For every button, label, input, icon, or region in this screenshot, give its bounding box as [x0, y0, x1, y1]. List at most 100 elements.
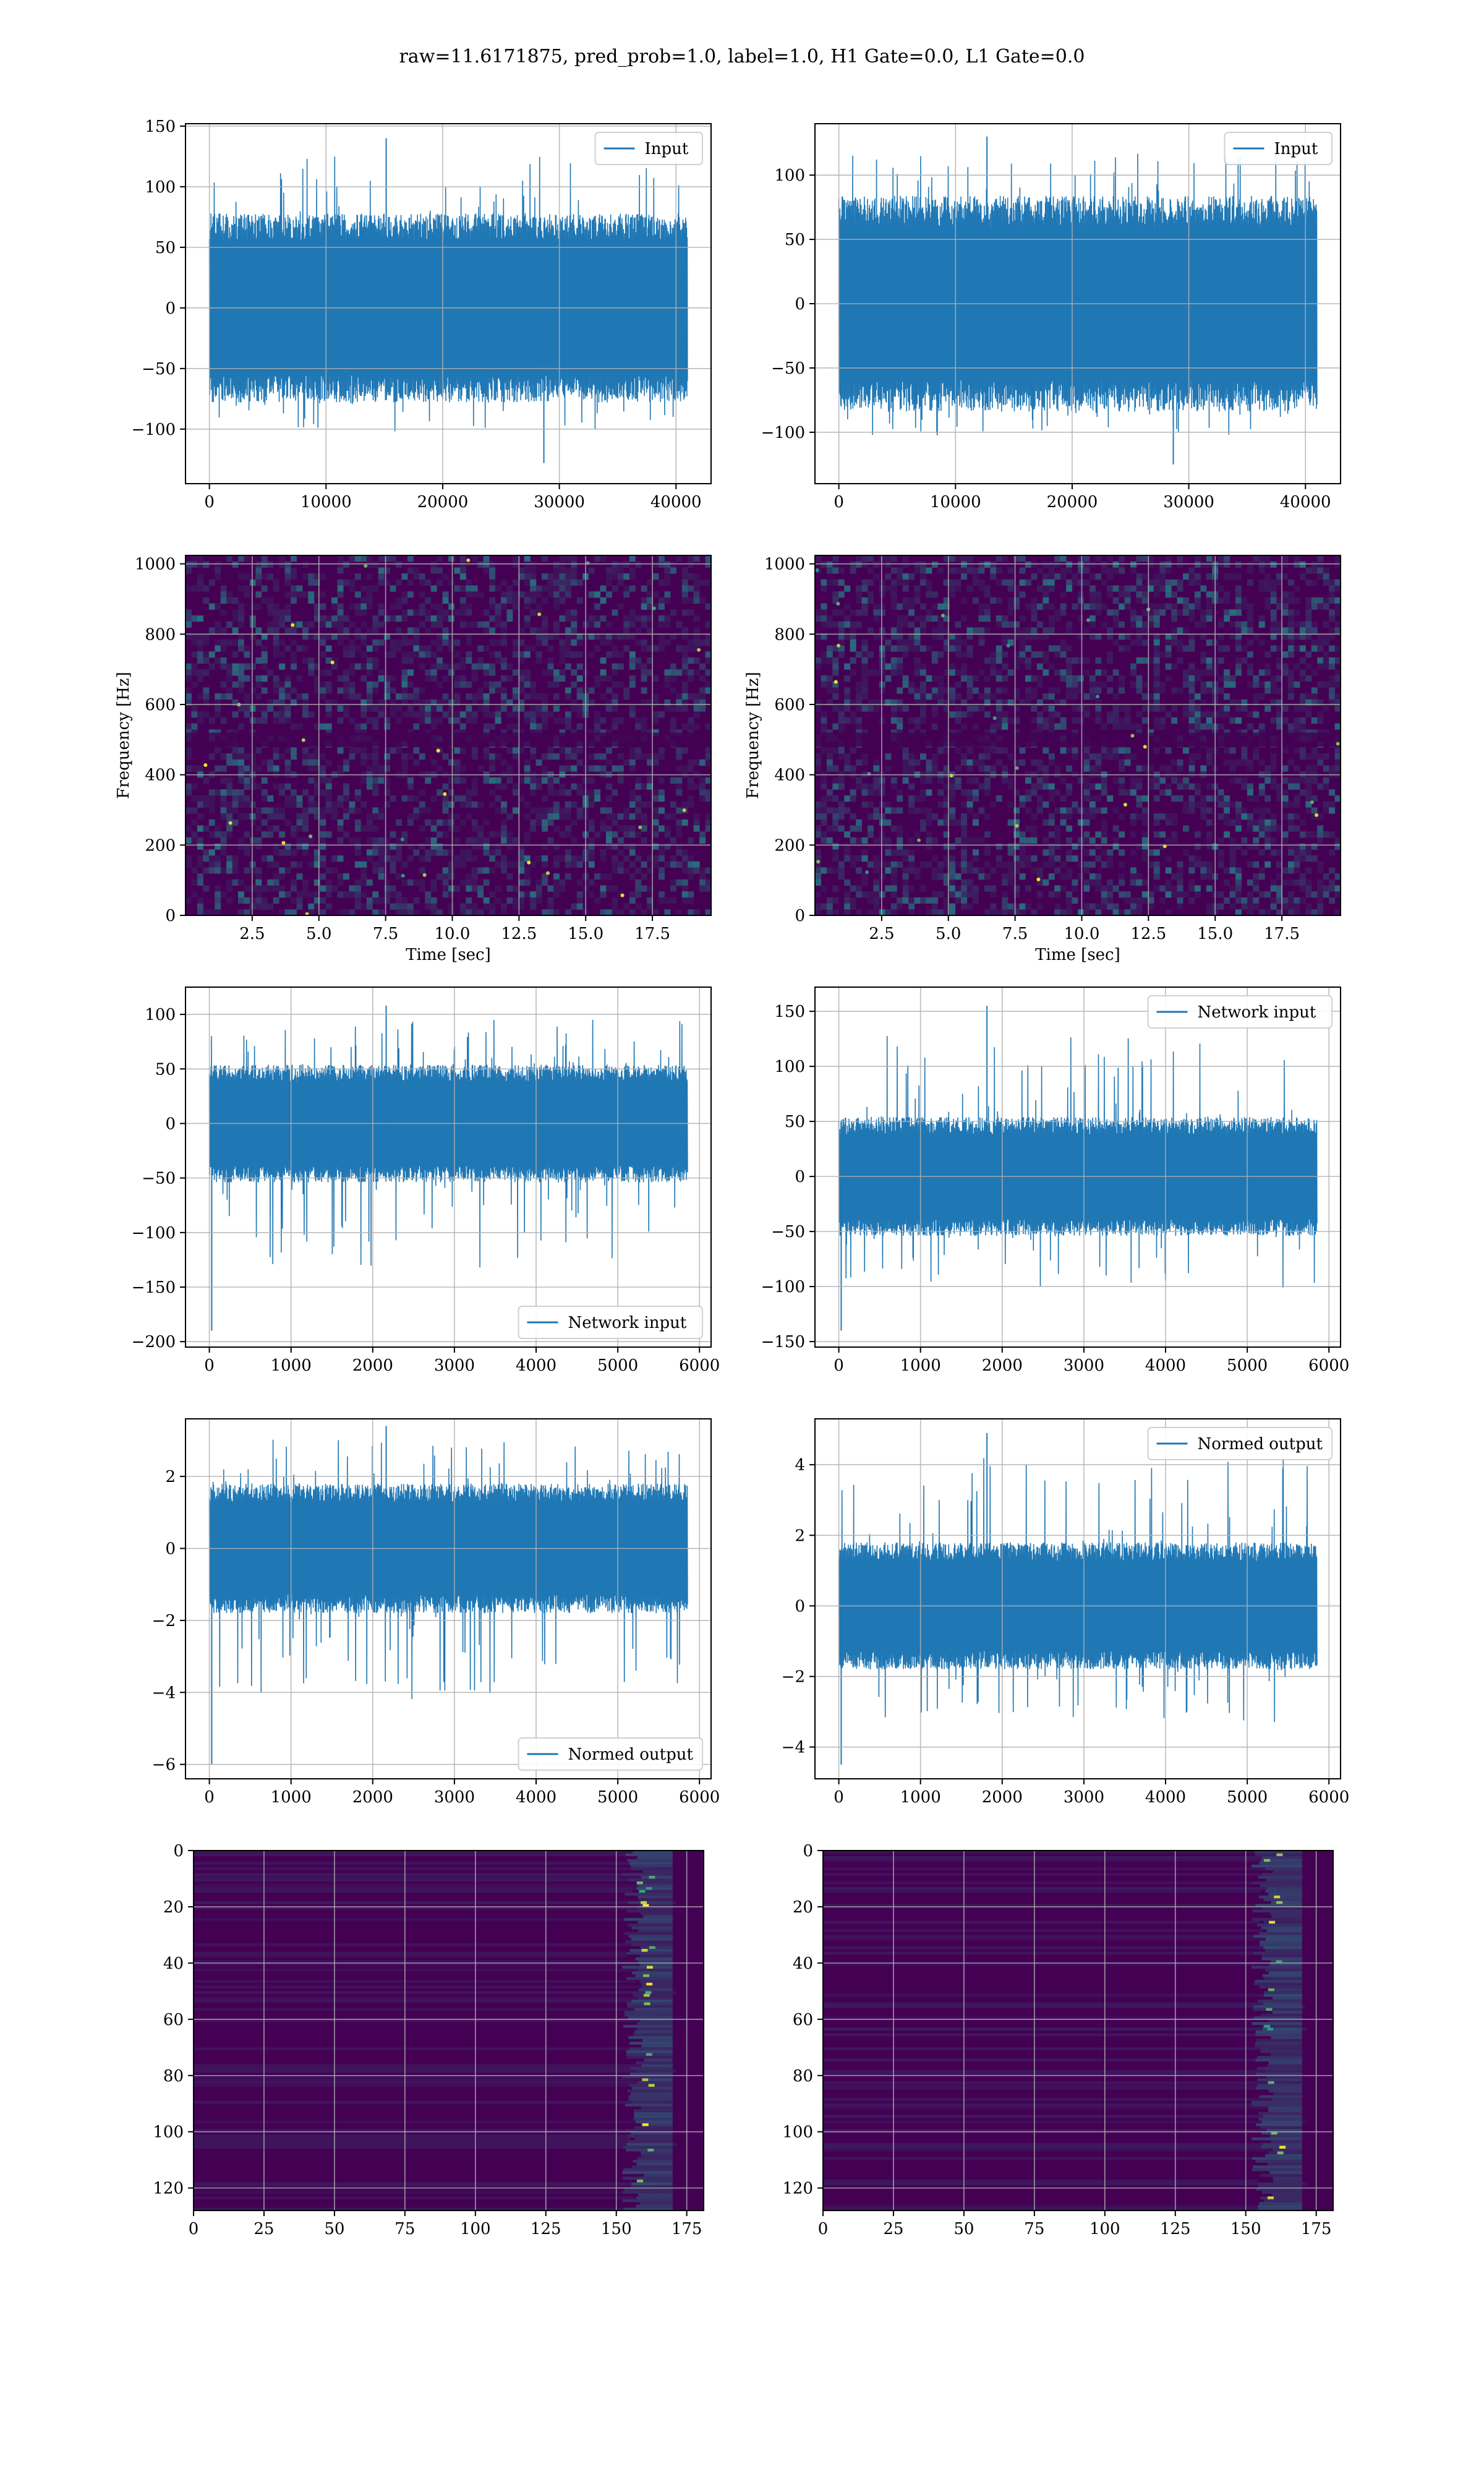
heatmap-cell: [670, 861, 676, 868]
heatmap-cell: [331, 633, 338, 640]
heatmap-cell: [1299, 747, 1306, 754]
x-tick-label: 5.0: [306, 925, 331, 943]
heatmap-cell: [659, 789, 665, 796]
heatmap-cell: [186, 693, 192, 700]
heatmap-cell: [1089, 633, 1096, 640]
heatmap-cell: [186, 621, 192, 628]
heatmap-cell: [1107, 747, 1114, 754]
heatmap-cell: [1002, 879, 1009, 886]
heatmap-cell: [325, 801, 332, 808]
heatmap-cell: [413, 711, 420, 718]
heatmap-cell: [693, 627, 700, 634]
heatmap-cell: [354, 819, 361, 826]
heatmap-cell: [512, 579, 519, 586]
heatmap-cell: [186, 609, 192, 616]
heatmap-cell: [530, 579, 537, 586]
heatmap-cell: [197, 669, 203, 676]
heatmap-cell: [1270, 765, 1277, 772]
heatmap-cell: [291, 801, 297, 808]
heatmap-cell: [1165, 633, 1172, 640]
heatmap-cell: [401, 897, 408, 904]
heatmap-cell: [320, 855, 326, 862]
heatmap-cell: [832, 825, 839, 832]
heatmap-cell: [571, 615, 578, 622]
heatmap-cell: [576, 705, 583, 712]
heatmap-cell: [249, 621, 256, 628]
heatmap-cell: [407, 795, 414, 802]
heatmap-cell: [512, 561, 519, 568]
heatmap-cell: [571, 633, 578, 640]
heatmap-bright-pixel: [203, 763, 208, 767]
heatmap-cell: [1048, 567, 1055, 574]
heatmap-cell: [1048, 891, 1055, 898]
heatmap-cell: [670, 813, 676, 820]
heatmap-cell: [261, 585, 268, 592]
heatmap-cell: [390, 675, 396, 682]
heatmap-cell: [1002, 897, 1009, 904]
heatmap-cell: [897, 573, 903, 580]
heatmap-cell: [1066, 681, 1073, 688]
heatmap-cell: [1072, 693, 1078, 700]
heatmap-cell: [681, 657, 688, 664]
heatmap-cell: [676, 729, 683, 736]
heatmap-cell: [955, 579, 962, 586]
heatmap-cell: [1089, 765, 1096, 772]
heatmap-cell: [1311, 831, 1318, 838]
y-tick-label: 150: [145, 118, 176, 136]
heatmap-cell: [1206, 711, 1213, 718]
heatmap-cell: [949, 555, 956, 562]
heatmap-cell: [284, 711, 291, 718]
heatmap-cell: [191, 669, 198, 676]
heatmap-cell: [302, 633, 309, 640]
heatmap-cell: [914, 759, 921, 766]
heatmap-cell: [879, 891, 885, 898]
heatmap-cell: [267, 903, 274, 910]
heatmap-cell: [553, 579, 560, 586]
heatmap-cell: [565, 573, 571, 580]
heatmap-cell: [1124, 891, 1131, 898]
heatmap-cell: [378, 765, 385, 772]
heatmap-cell: [220, 663, 227, 670]
heatmap-cell: [902, 885, 909, 892]
heatmap-cell: [984, 789, 991, 796]
heatmap-cell: [1305, 705, 1312, 712]
heatmap-cell: [1253, 795, 1260, 802]
heatmap-cell: [623, 831, 630, 838]
heatmap-cell: [699, 777, 706, 784]
heatmap-cell: [296, 819, 303, 826]
heatmap-cell: [1078, 603, 1084, 610]
heatmap-cell: [588, 843, 595, 850]
heatmap-cell: [1171, 717, 1178, 724]
heatmap-cell: [635, 879, 642, 886]
heatmap-cell: [693, 867, 700, 874]
heatmap-cell: [425, 699, 432, 706]
heatmap-cell: [349, 807, 356, 814]
heatmap-cell: [600, 891, 607, 898]
heatmap-cell: [850, 825, 856, 832]
heatmap-cell: [1002, 579, 1009, 586]
heatmap-cell: [506, 609, 513, 616]
heatmap-cell: [978, 753, 985, 760]
heatmap-cell: [606, 651, 612, 658]
heatmap-cell: [565, 639, 571, 646]
heatmap-cell: [401, 669, 408, 676]
heatmap-cell: [477, 591, 484, 598]
heatmap-cell: [1206, 747, 1213, 754]
heatmap-cell: [850, 627, 856, 634]
heatmap-cell: [984, 561, 991, 568]
heatmap-cell: [454, 729, 461, 736]
heatmap-cell: [838, 591, 845, 598]
heatmap-cell: [861, 555, 868, 562]
heatmap-cell: [815, 807, 821, 814]
heatmap-cell: [1305, 903, 1312, 910]
heatmap-cell: [238, 747, 244, 754]
heatmap-cell: [238, 765, 244, 772]
heatmap-cell: [1060, 819, 1067, 826]
heatmap-cell: [949, 729, 956, 736]
heatmap-cell: [396, 837, 402, 844]
heatmap-cell: [821, 813, 827, 820]
heatmap-cell: [1136, 657, 1143, 664]
heatmap-cell: [226, 885, 233, 892]
heatmap-cell: [1136, 585, 1143, 592]
heatmap-cell: [815, 909, 821, 915]
